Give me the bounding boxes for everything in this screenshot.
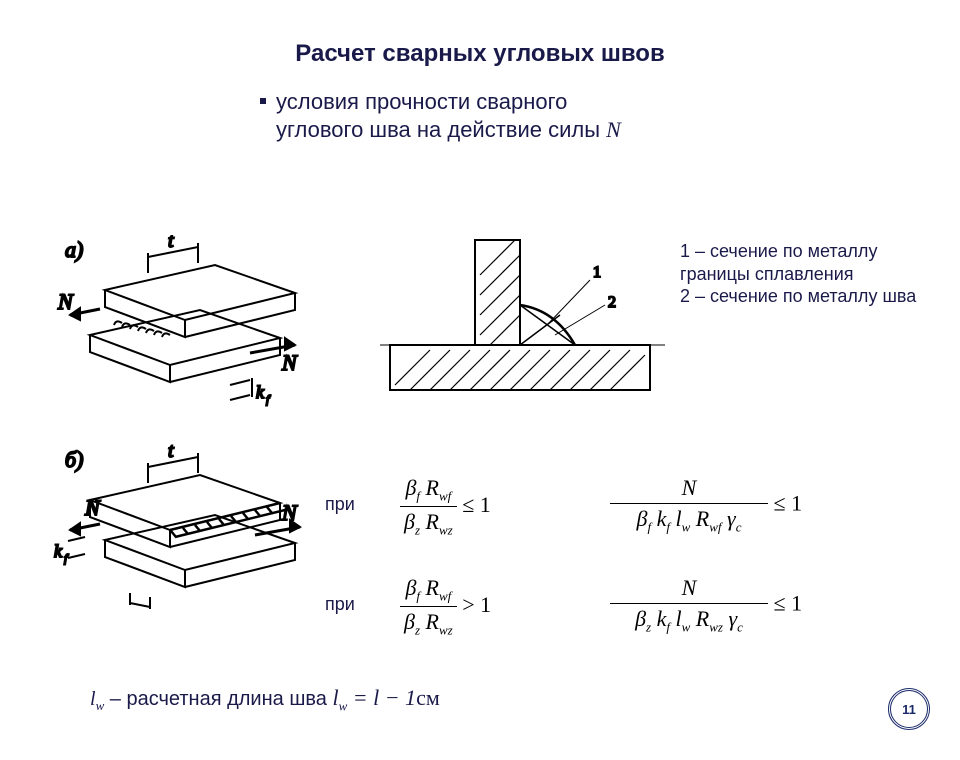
- formula-1-lhs: βf Rwf βz Rwz ≤ 1: [400, 475, 491, 539]
- legend-text: 1 – сечение по металлу границы сплавлени…: [680, 240, 920, 308]
- pri-label-2: при: [325, 595, 355, 615]
- legend-line1: 1 – сечение по металлу границы сплавлени…: [680, 240, 920, 285]
- legend-line2: 2 – сечение по металлу шва: [680, 285, 920, 308]
- svg-text:k: k: [54, 541, 63, 561]
- diagram-left-welds: а) N N t k: [50, 235, 310, 625]
- formula-2-rhs: N βz kf lw Rwz γc ≤ 1: [610, 575, 802, 635]
- subtitle-line1: условия прочности сварного: [276, 89, 567, 114]
- svg-text:б): б): [65, 447, 83, 472]
- page-number-badge: 11: [888, 688, 930, 730]
- svg-text:f: f: [266, 392, 271, 406]
- page-title: Расчет сварных угловых швов: [0, 40, 960, 68]
- subtitle-block: условия прочности сварного углового шва …: [260, 88, 960, 143]
- bottom-note: lw – расчетная длина шва lw = l − 1см: [90, 685, 440, 714]
- svg-text:N: N: [57, 289, 74, 314]
- diagram-cross-section: 1 2: [380, 235, 670, 405]
- formula-2-lhs: βf Rwf βz Rwz > 1: [400, 575, 491, 639]
- pri-label-1: при: [325, 495, 355, 515]
- svg-text:2: 2: [608, 294, 616, 311]
- subtitle-line2: углового шва на действие силы: [276, 117, 606, 142]
- svg-text:1: 1: [593, 264, 601, 281]
- subtitle-text: условия прочности сварного углового шва …: [276, 88, 621, 143]
- svg-text:а): а): [65, 237, 83, 262]
- svg-text:t: t: [168, 235, 174, 252]
- svg-text:N: N: [281, 350, 298, 375]
- svg-text:t: t: [168, 440, 174, 462]
- subtitle-var: N: [606, 117, 621, 142]
- svg-text:N: N: [84, 495, 101, 520]
- svg-text:k: k: [256, 382, 265, 402]
- bullet-icon: [260, 98, 266, 104]
- svg-text:N: N: [281, 500, 298, 525]
- formula-1-rhs: N βf kf lw Rwf γc ≤ 1: [610, 475, 802, 535]
